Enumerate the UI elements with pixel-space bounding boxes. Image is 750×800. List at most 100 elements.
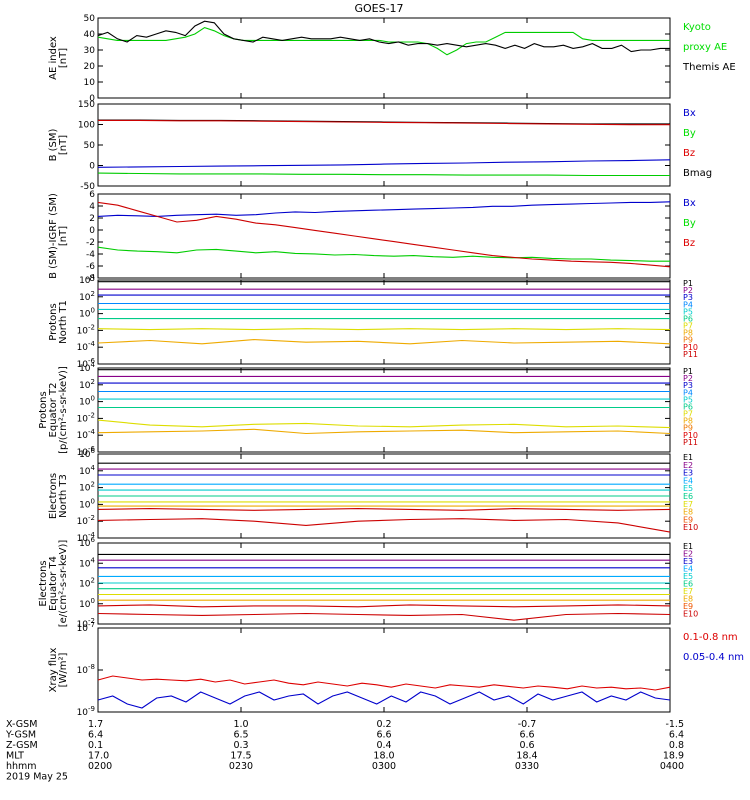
footer-value: 0.1 [88,740,103,751]
y-tick-label: 0 [89,94,95,104]
legend-item: E8 [683,508,693,517]
footer-value: 0300 [372,761,396,772]
legend-item: P9 [683,336,693,345]
y-tick-label: -8 [86,274,95,284]
y-tick-label: 104 [79,464,95,477]
footer-value: -1.5 [665,719,684,730]
series-line-p8 [97,428,671,435]
legend-item: Bx [683,198,696,209]
footer-value: 0.6 [519,740,534,751]
y-tick-label: 100 [79,307,95,320]
series-line-e9 [97,508,671,511]
footer-value: 17.0 [88,751,109,762]
y-tick-label: 10-4 [77,531,96,544]
y-tick-label: 10-9 [77,705,95,718]
legend-item: E8 [683,595,693,604]
legend-item: E9 [683,602,693,611]
series-line-bz [97,201,671,268]
panel-2: 150 100 50 0 -50 B (SM)[nT] Bx By Bz Bmag [48,100,712,192]
panel-8: 10-7 10-8 10-9 Xray flux[W/m²] 0.1-0.8 nm 0.0… [48,621,744,718]
y-tick-label: 0 [89,226,95,236]
footer-value: 0230 [229,761,253,772]
y-tick-label: -50 [80,182,95,192]
footer-value: -0.7 [518,719,537,730]
legend-item: P8 [683,329,693,338]
y-tick-label: 10-2 [77,411,95,424]
y-tick-label: 10-4 [77,428,96,441]
chart-title: GOES-17 [354,2,403,15]
legend-item: P3 [683,381,693,390]
y-tick-label: -2 [86,238,95,248]
legend-item: E3 [683,557,693,566]
legend-item: E4 [683,565,693,574]
footer-value: 1.7 [88,719,103,730]
y-tick-label: 106 [79,536,95,549]
footer-row-label: hhmm [6,761,37,772]
legend-item: By [683,218,696,229]
legend-item: P2 [683,286,693,295]
y-tick-label: 10-2 [77,323,95,336]
y-tick-label: 6 [89,190,95,200]
footer-value: 6.5 [233,730,248,741]
y-tick-label: 10-6 [77,357,96,370]
y-tick-label: 102 [79,481,95,494]
y-axis-label: B (SM)[nT] [48,128,69,161]
y-tick-label: 10-2 [77,514,95,527]
legend-item: P4 [683,300,693,309]
legend-item: Bx [683,108,696,119]
panel-frame [97,193,671,279]
series-line-0-05-0-4-nm [97,691,671,709]
series-line-bx [97,159,671,168]
series-line-e10 [97,518,671,533]
legend-item: P6 [683,403,693,412]
footer-row-label: MLT [6,751,24,762]
series-line-themis-ae [97,20,670,53]
y-tick-label: -4 [86,250,95,260]
legend-item: E10 [683,610,698,619]
footer-row-label: Z-GSM [6,740,38,751]
legend-item: P2 [683,374,693,383]
y-axis-label: ElectronsNorth T3 [48,473,69,519]
legend-item: E10 [683,523,698,532]
series-line-e10 [97,612,671,621]
y-tick-label: 10-2 [77,617,95,630]
legend-item: P1 [683,367,693,376]
legend-item: P3 [683,293,693,302]
legend-item: E4 [683,476,693,485]
panel-frame [97,279,671,365]
footer-value: 1.0 [233,719,248,730]
y-tick-label: 104 [79,361,95,374]
footer-value: 6.4 [669,730,684,741]
footer-value: 0400 [660,761,684,772]
y-axis-label: B (SM)-IGRF (SM)[nT] [48,193,69,279]
legend-item: E9 [683,515,693,524]
footer-value: 17.5 [230,751,251,762]
footer-value: 6.4 [88,730,103,741]
series-line-bx [97,201,671,217]
footer-value: 0.8 [669,740,684,751]
legend-item: P7 [683,322,693,331]
legend-item: E7 [683,500,693,509]
series-line-by [97,172,670,177]
y-tick-label: 30 [84,46,96,56]
legend-item: E1 [683,542,693,551]
y-tick-label: 50 [84,141,96,151]
footer-row-label: X-GSM [6,719,37,730]
y-axis-label: ProtonsNorth T1 [48,300,69,344]
y-tick-label: 0 [89,162,95,172]
legend-item: 0.1-0.8 nm [683,632,738,643]
y-tick-label: 104 [79,273,95,286]
y-tick-label: 10-8 [77,663,95,676]
legend-item: P10 [683,343,698,352]
legend-item: P8 [683,417,693,426]
y-axis-label: ProtonsEquator T2[p/(cm²-s-sr-keV)] [38,366,69,454]
footer-value: 18.9 [663,751,684,762]
legend-item: Themis AE [682,62,736,73]
y-tick-label: 20 [84,62,96,72]
series-line-p7 [97,328,671,331]
y-tick-label: 40 [84,30,96,40]
panel-7: 106 104 102 100 10-2 ElectronsEquator T4[e/(c… [38,536,698,630]
legend-item: P5 [683,395,693,404]
